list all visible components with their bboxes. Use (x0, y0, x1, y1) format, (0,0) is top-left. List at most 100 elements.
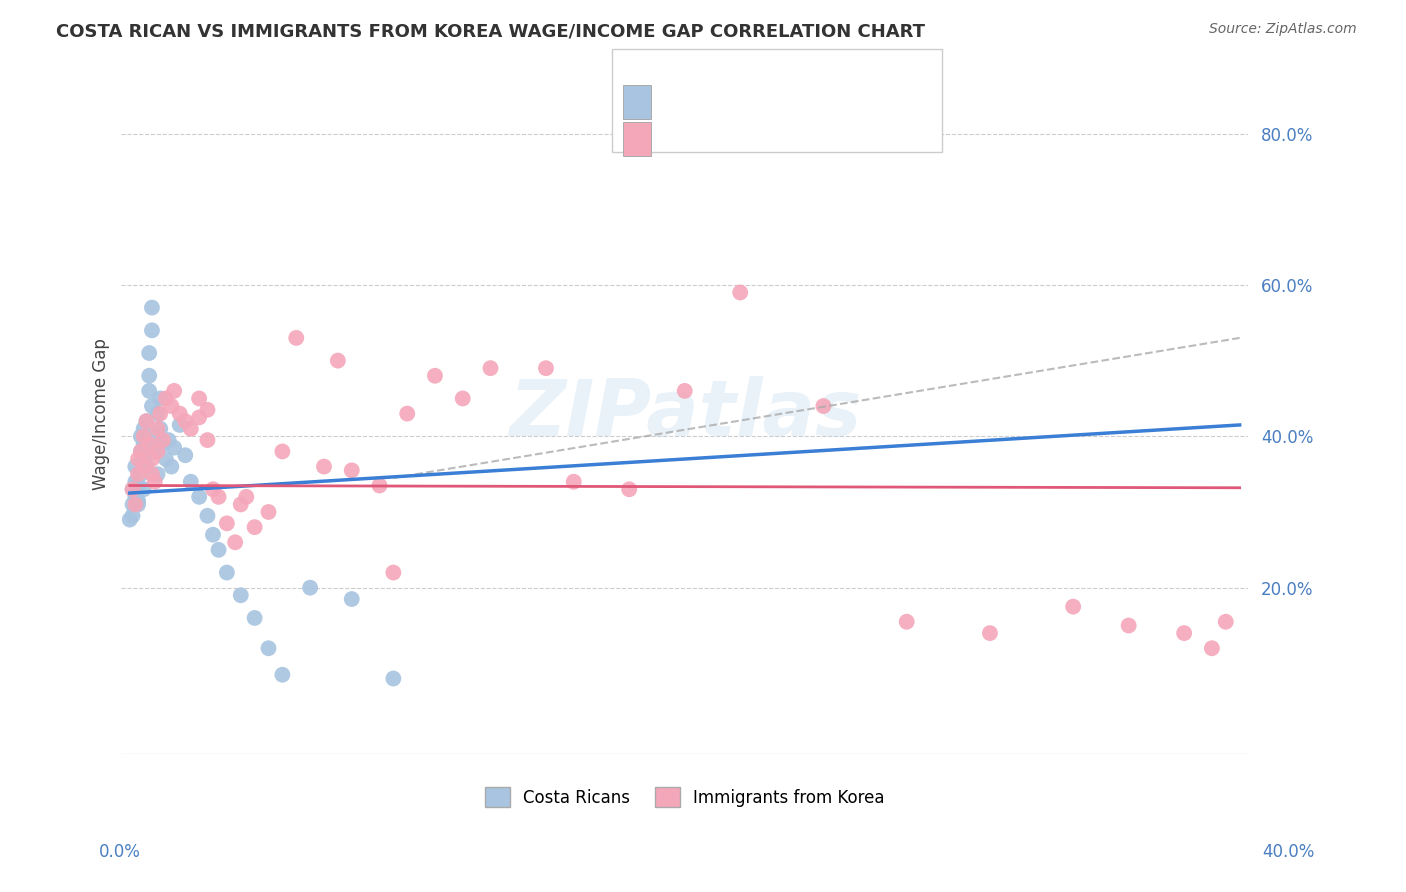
Point (382, 566, 405, 580)
Point (132, 483, 155, 497)
Text: R =: R = (662, 80, 693, 98)
Point (132, 452, 155, 467)
Point (129, 444, 152, 458)
Text: COSTA RICAN VS IMMIGRANTS FROM KOREA WAGE/INCOME GAP CORRELATION CHART: COSTA RICAN VS IMMIGRANTS FROM KOREA WAG… (56, 22, 925, 40)
Point (138, 346, 160, 360)
Legend: Costa Ricans, Immigrants from Korea: Costa Ricans, Immigrants from Korea (478, 780, 891, 814)
Point (243, 520, 266, 534)
Point (143, 475, 166, 489)
Point (169, 407, 191, 421)
Point (118, 512, 141, 526)
Text: ZIPatlas: ZIPatlas (509, 376, 860, 451)
Point (149, 422, 172, 436)
Point (207, 490, 229, 504)
Point (979, 626, 1001, 640)
Point (138, 368, 160, 383)
Point (143, 429, 166, 443)
Text: Source: ZipAtlas.com: Source: ZipAtlas.com (1209, 22, 1357, 37)
Point (174, 414, 197, 428)
Text: R =: R = (662, 123, 693, 141)
Point (224, 535, 246, 549)
Point (135, 414, 157, 428)
Point (129, 429, 152, 443)
Point (1118, 618, 1140, 632)
Point (138, 384, 160, 398)
Point (127, 478, 149, 492)
Point (197, 402, 219, 417)
Point (141, 467, 163, 482)
Point (135, 459, 157, 474)
Point (326, 353, 349, 368)
Point (169, 417, 191, 432)
Point (152, 433, 174, 447)
Point (129, 444, 152, 458)
Point (728, 285, 751, 300)
Point (121, 483, 143, 497)
Point (143, 444, 166, 458)
Point (141, 301, 163, 315)
Text: -0.009: -0.009 (707, 123, 766, 141)
Point (243, 611, 266, 625)
Point (451, 392, 474, 406)
Point (127, 497, 149, 511)
Point (121, 508, 143, 523)
Text: 40.0%: 40.0% (1263, 843, 1315, 861)
Point (132, 459, 155, 474)
Point (340, 592, 363, 607)
Point (132, 422, 155, 436)
Point (129, 467, 152, 482)
Point (257, 641, 280, 656)
Point (423, 368, 446, 383)
Point (124, 497, 146, 511)
Point (479, 361, 502, 376)
Point (152, 437, 174, 451)
Point (382, 672, 405, 686)
Point (257, 505, 280, 519)
Point (146, 467, 169, 482)
Point (160, 459, 183, 474)
Point (197, 433, 219, 447)
Point (188, 392, 211, 406)
Point (340, 463, 363, 477)
Point (146, 444, 169, 458)
Point (1173, 626, 1195, 640)
Point (1215, 615, 1237, 629)
Point (673, 384, 696, 398)
Point (146, 407, 169, 421)
Point (149, 392, 172, 406)
Point (188, 490, 211, 504)
Point (271, 667, 294, 681)
Point (141, 323, 163, 337)
Point (285, 331, 308, 345)
Point (619, 483, 641, 497)
Point (160, 399, 183, 413)
Point (201, 527, 224, 541)
Point (207, 542, 229, 557)
Point (135, 414, 157, 428)
Point (201, 483, 224, 497)
Point (1062, 599, 1084, 614)
Point (132, 437, 155, 451)
Point (163, 384, 186, 398)
Point (180, 422, 202, 436)
Point (188, 410, 211, 425)
Text: N = 51: N = 51 (796, 80, 858, 98)
Point (149, 407, 172, 421)
Point (155, 452, 177, 467)
Text: N = 58: N = 58 (796, 123, 858, 141)
Point (229, 588, 252, 602)
Point (121, 483, 143, 497)
Point (396, 407, 419, 421)
Point (141, 399, 163, 413)
Point (229, 497, 252, 511)
Point (215, 516, 238, 531)
Point (141, 452, 163, 467)
Point (124, 490, 146, 504)
Point (157, 433, 180, 447)
Point (299, 581, 322, 595)
Point (146, 422, 169, 436)
Text: 0.0%: 0.0% (98, 843, 141, 861)
Text: 0.129: 0.129 (718, 80, 770, 98)
Point (896, 615, 918, 629)
Point (271, 444, 294, 458)
